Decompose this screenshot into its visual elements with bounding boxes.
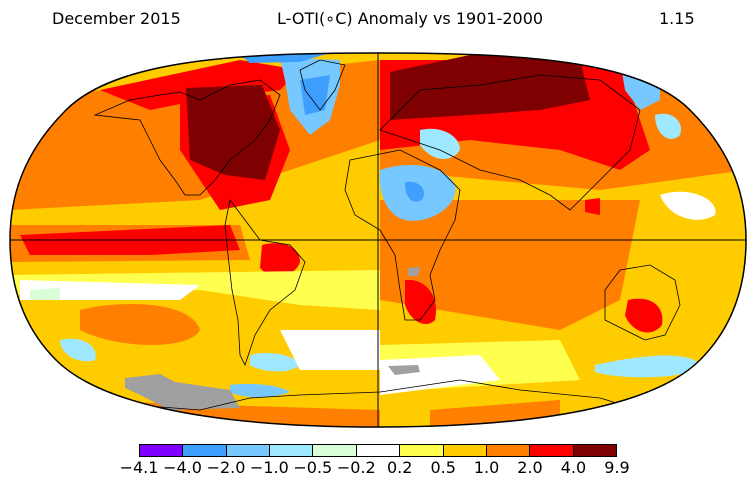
coastlines [69, 59, 681, 411]
colorbar [139, 444, 617, 457]
colorbar-tick: 0.5 [430, 458, 456, 477]
colorbar-tick: −4.0 [163, 458, 202, 477]
colorbar-bin [183, 445, 227, 456]
colorbar-bin [573, 445, 616, 456]
colorbar-tick: −0.5 [293, 458, 333, 477]
colorbar-bin [486, 445, 531, 456]
colorbar-tick: −2.0 [206, 458, 246, 477]
colorbar-bin [270, 445, 314, 456]
colorbar-tick: 9.9 [604, 458, 630, 477]
colorbar-bin [313, 445, 357, 456]
global-mean-anomaly: 1.15 [659, 9, 695, 28]
colorbar-tick: 1.0 [473, 458, 500, 477]
colorbar-tick: 2.0 [517, 458, 543, 477]
colorbar-tick: 4.0 [560, 458, 587, 477]
colorbar-tick: 0.2 [386, 458, 413, 477]
colorbar-bin [140, 445, 184, 456]
colorbar-bin [400, 445, 444, 456]
colorbar-tick: −4.1 [119, 458, 159, 477]
colorbar-tick: −0.2 [336, 458, 376, 477]
colorbar-tick: −1.0 [249, 458, 289, 477]
world-temperature-anomaly-map [9, 52, 747, 428]
map-date: December 2015 [52, 9, 181, 28]
colorbar-bin [356, 445, 401, 456]
colorbar-bin [530, 445, 574, 456]
colorbar-bin [226, 445, 271, 456]
colorbar-bin [443, 445, 487, 456]
map-outline [9, 52, 747, 428]
map-title: L-OTI(∘C) Anomaly vs 1901-2000 [277, 9, 544, 28]
